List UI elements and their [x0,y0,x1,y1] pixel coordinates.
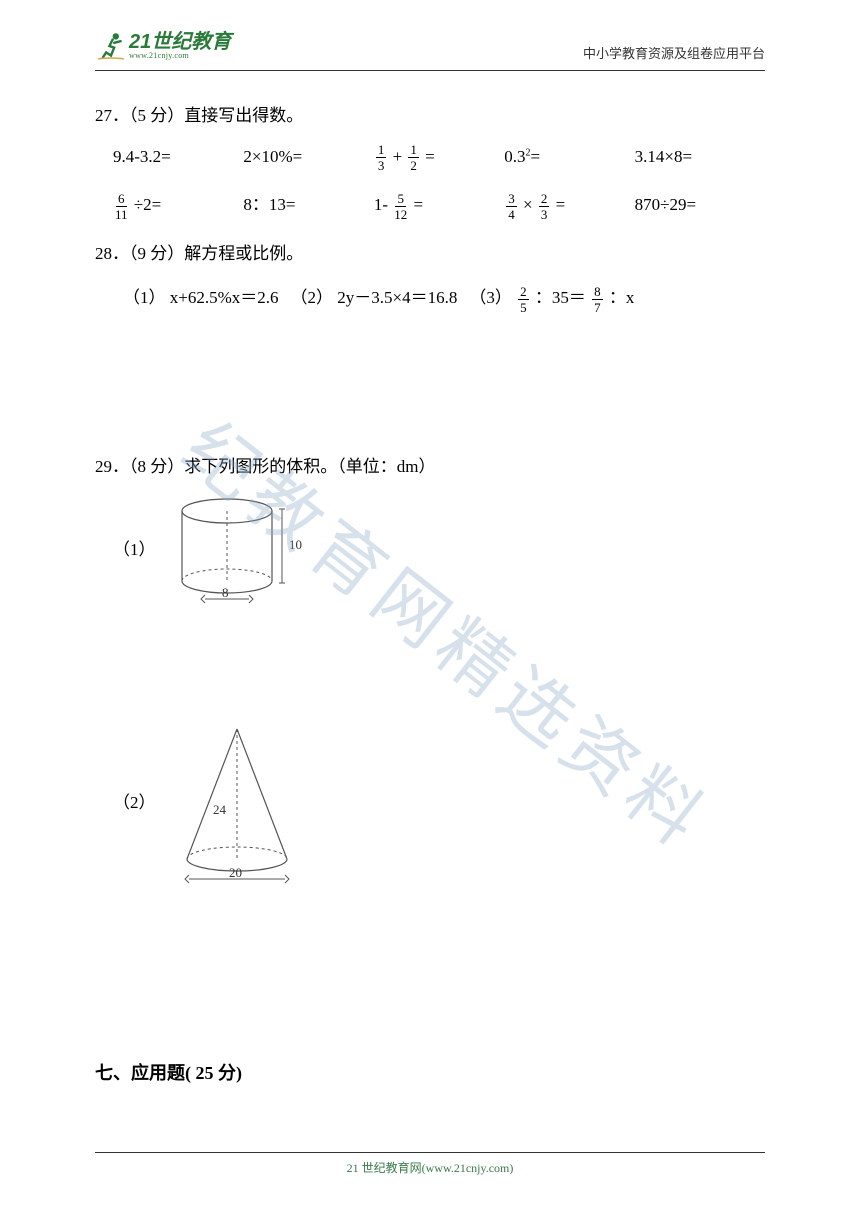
logo-url: www.21cnjy.com [129,52,231,60]
q28-c3-pre: （3） [469,288,516,307]
fraction: 25 [518,285,529,314]
q28-c2: （2） 2y－3.5×4＝16.8 [291,283,458,314]
q27-r1c5: 3.14×8= [635,142,765,173]
q27-r1c4: 0.32= [504,142,634,173]
equals: = [530,147,540,166]
page-footer: 21 世纪教育网(www.21cnjy.com) [95,1152,765,1176]
cone-height-label: 24 [213,802,227,817]
cone-diameter-label: 20 [229,865,242,880]
logo-area: 21世纪教育 www.21cnjy.com [95,30,231,62]
cylinder-figure: 10 8 [167,491,317,611]
ratio-post: ：x [605,288,635,307]
times-sign: × [519,195,537,214]
q27-title: 27．（5 分）直接写出得数。 [95,101,765,132]
q27-r2c3: 1- 512 = [374,190,504,221]
page-header: 21世纪教育 www.21cnjy.com 中小学教育资源及组卷应用平台 [95,0,765,71]
q29-label2: （2） [113,788,163,819]
question-28: 28．（9 分）解方程或比例。 （1） x+62.5%x＝2.6 （2） 2y－… [95,239,765,314]
question-29: 29．（8 分）求下列图形的体积。（单位：dm） （1） 10 8 （2） [95,452,765,889]
cyl-diameter-label: 8 [222,585,229,600]
fraction: 13 [376,143,387,172]
fraction: 87 [592,285,603,314]
equals: = [421,147,435,166]
fraction: 12 [408,143,419,172]
q28-c1: （1） x+62.5%x＝2.6 [123,283,279,314]
header-right-text: 中小学教育资源及组卷应用平台 [583,43,765,62]
q27-row1: 9.4-3.2= 2×10%= 13 + 12 = 0.32= 3.14×8= [113,142,765,173]
q27-r1c2: 2×10%= [243,142,373,173]
fraction: 23 [539,192,550,221]
fraction: 611 [115,192,128,221]
q28-title: 28．（9 分）解方程或比例。 [95,239,765,270]
q29-title: 29．（8 分）求下列图形的体积。（单位：dm） [95,452,765,483]
one-minus: 1- [374,195,392,214]
q27-r2c1: 611 ÷2= [113,190,243,221]
equals: = [551,195,565,214]
base: 0.3 [504,147,525,166]
fraction: 512 [394,192,407,221]
ratio-mid: ：35＝ [531,288,591,307]
cone-figure: 24 20 [167,719,317,889]
logo-title: 21世纪教育 [129,32,231,52]
q27-r1c3: 13 + 12 = [374,142,504,173]
q27-r2c5: 870÷29= [635,190,765,221]
q27-r2c4: 34 × 23 = [504,190,634,221]
q29-fig1-row: （1） 10 8 [113,491,765,611]
section-7-title: 七、应用题( 25 分) [95,1057,765,1089]
q28-c3: （3） 25 ：35＝ 87 ：x [469,283,634,314]
div-expr: ÷2= [130,195,162,214]
page-content: 27．（5 分）直接写出得数。 9.4-3.2= 2×10%= 13 + 12 … [0,71,860,1089]
plus-sign: + [388,147,406,166]
equals: = [409,195,423,214]
fraction: 34 [506,192,517,221]
q29-fig2-row: （2） 24 20 [113,719,765,889]
runner-icon [95,30,127,62]
q27-r2c2: 8：13= [243,190,373,221]
q27-r1c1: 9.4-3.2= [113,142,243,173]
cyl-height-label: 10 [289,537,302,552]
q28-row: （1） x+62.5%x＝2.6 （2） 2y－3.5×4＝16.8 （3） 2… [123,283,765,314]
q29-label1: （1） [113,535,163,566]
q27-row2: 611 ÷2= 8：13= 1- 512 = 34 × 23 = 870÷29= [113,190,765,221]
question-27: 27．（5 分）直接写出得数。 9.4-3.2= 2×10%= 13 + 12 … [95,101,765,221]
